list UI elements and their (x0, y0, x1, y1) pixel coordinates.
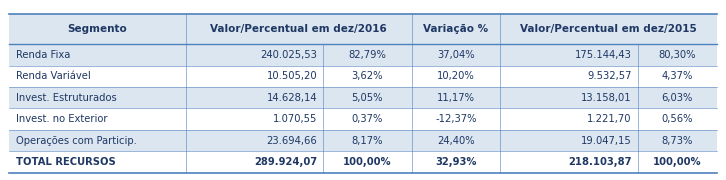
Text: Variação %: Variação % (423, 24, 489, 34)
Text: 6,03%: 6,03% (661, 93, 693, 103)
Bar (186, 151, 323, 173)
Bar (186, 44, 323, 66)
Text: 24,40%: 24,40% (437, 136, 475, 146)
Bar (9, 108, 186, 130)
Text: 218.103,87: 218.103,87 (568, 157, 632, 167)
Bar (323, 130, 412, 151)
Text: 11,17%: 11,17% (437, 93, 475, 103)
Text: 80,30%: 80,30% (658, 50, 696, 60)
Text: 37,04%: 37,04% (437, 50, 475, 60)
Text: 13.158,01: 13.158,01 (581, 93, 632, 103)
Text: 100,00%: 100,00% (343, 157, 392, 167)
Bar (323, 44, 412, 66)
Text: 8,17%: 8,17% (351, 136, 383, 146)
Text: 3,62%: 3,62% (351, 71, 383, 81)
Bar (9, 14, 186, 44)
Text: 82,79%: 82,79% (348, 50, 386, 60)
Bar (500, 108, 637, 130)
Bar (412, 108, 500, 130)
Text: 240.025,53: 240.025,53 (261, 50, 317, 60)
Text: 100,00%: 100,00% (653, 157, 702, 167)
Bar (637, 66, 717, 87)
Bar (500, 87, 637, 108)
Bar (412, 66, 500, 87)
Bar (412, 44, 500, 66)
Text: 5,05%: 5,05% (351, 93, 383, 103)
Bar (637, 151, 717, 173)
Bar (412, 87, 500, 108)
Bar (500, 44, 637, 66)
Bar (186, 130, 323, 151)
Text: Invest. no Exterior: Invest. no Exterior (16, 114, 107, 124)
Bar (323, 87, 412, 108)
Bar (186, 66, 323, 87)
Text: Valor/Percentual em dez/2016: Valor/Percentual em dez/2016 (211, 24, 387, 34)
Text: 289.924,07: 289.924,07 (254, 157, 317, 167)
Text: 1.221,70: 1.221,70 (587, 114, 632, 124)
Text: 14.628,14: 14.628,14 (266, 93, 317, 103)
Bar (412, 151, 500, 173)
Text: TOTAL RECURSOS: TOTAL RECURSOS (16, 157, 115, 167)
Bar (9, 151, 186, 173)
Text: 23.694,66: 23.694,66 (266, 136, 317, 146)
Bar (186, 14, 412, 44)
Bar (412, 14, 500, 44)
Bar (412, 130, 500, 151)
Text: Renda Fixa: Renda Fixa (16, 50, 70, 60)
Bar (186, 87, 323, 108)
Bar (500, 151, 637, 173)
Bar (9, 44, 186, 66)
Text: 8,73%: 8,73% (661, 136, 693, 146)
Text: Invest. Estruturados: Invest. Estruturados (16, 93, 117, 103)
Bar (637, 44, 717, 66)
Text: 0,37%: 0,37% (351, 114, 383, 124)
Bar (323, 151, 412, 173)
Bar (9, 130, 186, 151)
Text: 175.144,43: 175.144,43 (575, 50, 632, 60)
Text: 0,56%: 0,56% (661, 114, 693, 124)
Text: 32,93%: 32,93% (436, 157, 477, 167)
Text: 1.070,55: 1.070,55 (273, 114, 317, 124)
Bar (186, 108, 323, 130)
Text: Valor/Percentual em dez/2015: Valor/Percentual em dez/2015 (521, 24, 697, 34)
Bar (637, 87, 717, 108)
Text: -12,37%: -12,37% (436, 114, 477, 124)
Bar (637, 108, 717, 130)
Text: 4,37%: 4,37% (661, 71, 693, 81)
Bar (323, 66, 412, 87)
Text: 9.532,57: 9.532,57 (587, 71, 632, 81)
Bar (9, 87, 186, 108)
Bar (500, 66, 637, 87)
Text: 10,20%: 10,20% (437, 71, 475, 81)
Text: Operações com Particip.: Operações com Particip. (16, 136, 136, 146)
Bar (500, 130, 637, 151)
Text: Renda Variável: Renda Variável (16, 71, 91, 81)
Text: 10.505,20: 10.505,20 (266, 71, 317, 81)
Bar (9, 66, 186, 87)
Text: 19.047,15: 19.047,15 (581, 136, 632, 146)
Bar (637, 130, 717, 151)
Bar (323, 108, 412, 130)
Text: Segmento: Segmento (68, 24, 127, 34)
Bar (500, 14, 717, 44)
